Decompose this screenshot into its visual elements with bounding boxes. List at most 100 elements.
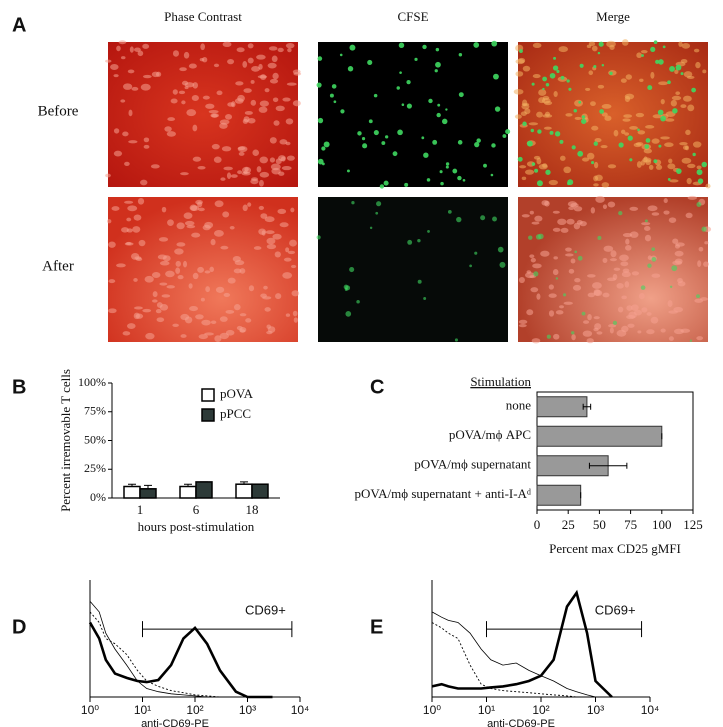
gate-label: CD69+ bbox=[245, 603, 286, 618]
legend-swatch bbox=[201, 388, 215, 402]
cell bbox=[197, 266, 205, 273]
cfse-cell bbox=[549, 130, 554, 135]
cell bbox=[658, 81, 669, 86]
x-tick-label: 18 bbox=[246, 502, 259, 517]
error-bar bbox=[184, 483, 192, 487]
cell bbox=[538, 89, 547, 96]
cell bbox=[258, 179, 264, 187]
cell bbox=[134, 306, 143, 310]
cell bbox=[586, 338, 594, 344]
panel-letter: C bbox=[370, 376, 384, 398]
cell bbox=[587, 292, 596, 298]
cfse-cell bbox=[423, 297, 427, 300]
cell bbox=[625, 238, 630, 245]
cell bbox=[161, 206, 167, 213]
cfse-cell bbox=[651, 257, 657, 262]
cell bbox=[159, 260, 170, 266]
cell bbox=[123, 83, 133, 90]
cell bbox=[623, 114, 633, 118]
legend-swatch bbox=[201, 408, 215, 422]
cell bbox=[241, 171, 251, 176]
cell bbox=[180, 172, 189, 176]
cell bbox=[188, 283, 193, 289]
cell bbox=[587, 313, 592, 321]
cfse-cell bbox=[491, 40, 498, 47]
cell bbox=[513, 88, 524, 95]
cfse-cell bbox=[562, 293, 567, 297]
cell bbox=[627, 323, 635, 328]
cell bbox=[629, 126, 638, 130]
cell bbox=[536, 111, 543, 118]
cell bbox=[138, 239, 146, 247]
cfse-cell bbox=[316, 82, 322, 88]
cell bbox=[252, 149, 260, 156]
cfse-cell bbox=[349, 44, 356, 51]
cell bbox=[648, 164, 654, 170]
cell bbox=[607, 201, 616, 208]
cell bbox=[166, 285, 175, 289]
cell bbox=[189, 306, 198, 312]
cell bbox=[633, 142, 642, 148]
cell bbox=[602, 204, 608, 210]
cell bbox=[156, 302, 163, 308]
cfse-cell bbox=[647, 263, 652, 268]
cell bbox=[222, 41, 232, 47]
cell bbox=[122, 331, 131, 336]
x-tick-label: 10¹ bbox=[478, 703, 495, 717]
cell bbox=[205, 286, 210, 293]
cell bbox=[282, 272, 293, 279]
cell bbox=[191, 94, 199, 101]
cell bbox=[685, 212, 693, 219]
header: Stimulation bbox=[470, 374, 531, 389]
cfse-cell bbox=[497, 246, 504, 253]
cell bbox=[655, 164, 663, 170]
cfse-cell bbox=[641, 54, 644, 57]
cell bbox=[553, 256, 558, 260]
x-axis-label: anti-CD69-PE bbox=[141, 718, 209, 727]
histogram-line bbox=[89, 611, 273, 698]
cell bbox=[227, 277, 236, 284]
cell bbox=[518, 276, 525, 284]
cell bbox=[660, 328, 666, 333]
gate bbox=[486, 621, 643, 638]
cell bbox=[553, 91, 558, 97]
cell bbox=[195, 314, 204, 320]
cell bbox=[108, 308, 117, 314]
cfse-cell bbox=[566, 79, 570, 83]
cell bbox=[277, 47, 284, 53]
cfse-cell bbox=[381, 141, 386, 146]
cell bbox=[544, 111, 551, 117]
panel-letter: B bbox=[12, 376, 26, 398]
cell bbox=[233, 304, 241, 311]
cell bbox=[663, 198, 668, 204]
cell bbox=[200, 297, 205, 302]
cell bbox=[637, 130, 646, 135]
x-tick-label: 0 bbox=[534, 517, 541, 532]
cell bbox=[631, 304, 639, 311]
cell bbox=[201, 319, 211, 326]
cell bbox=[213, 230, 224, 237]
cell bbox=[683, 71, 693, 78]
cell bbox=[664, 142, 674, 148]
cell bbox=[610, 250, 617, 258]
cell bbox=[285, 313, 291, 317]
cell bbox=[113, 74, 119, 78]
cell bbox=[675, 91, 681, 96]
cfse-cell bbox=[542, 87, 545, 91]
cfse-cell bbox=[345, 285, 351, 291]
cell bbox=[157, 254, 167, 260]
cfse-cell bbox=[469, 264, 472, 268]
cell bbox=[142, 43, 150, 49]
cell bbox=[679, 142, 688, 146]
cell bbox=[543, 126, 552, 130]
cfse-cell bbox=[567, 181, 571, 186]
cell bbox=[572, 284, 582, 291]
cell bbox=[243, 88, 252, 93]
cfse-cell bbox=[658, 59, 664, 65]
cell bbox=[172, 89, 178, 95]
cell bbox=[257, 75, 268, 79]
cell bbox=[150, 164, 160, 169]
cell bbox=[133, 47, 141, 52]
cell bbox=[590, 207, 596, 214]
cfse-cell bbox=[502, 134, 507, 138]
